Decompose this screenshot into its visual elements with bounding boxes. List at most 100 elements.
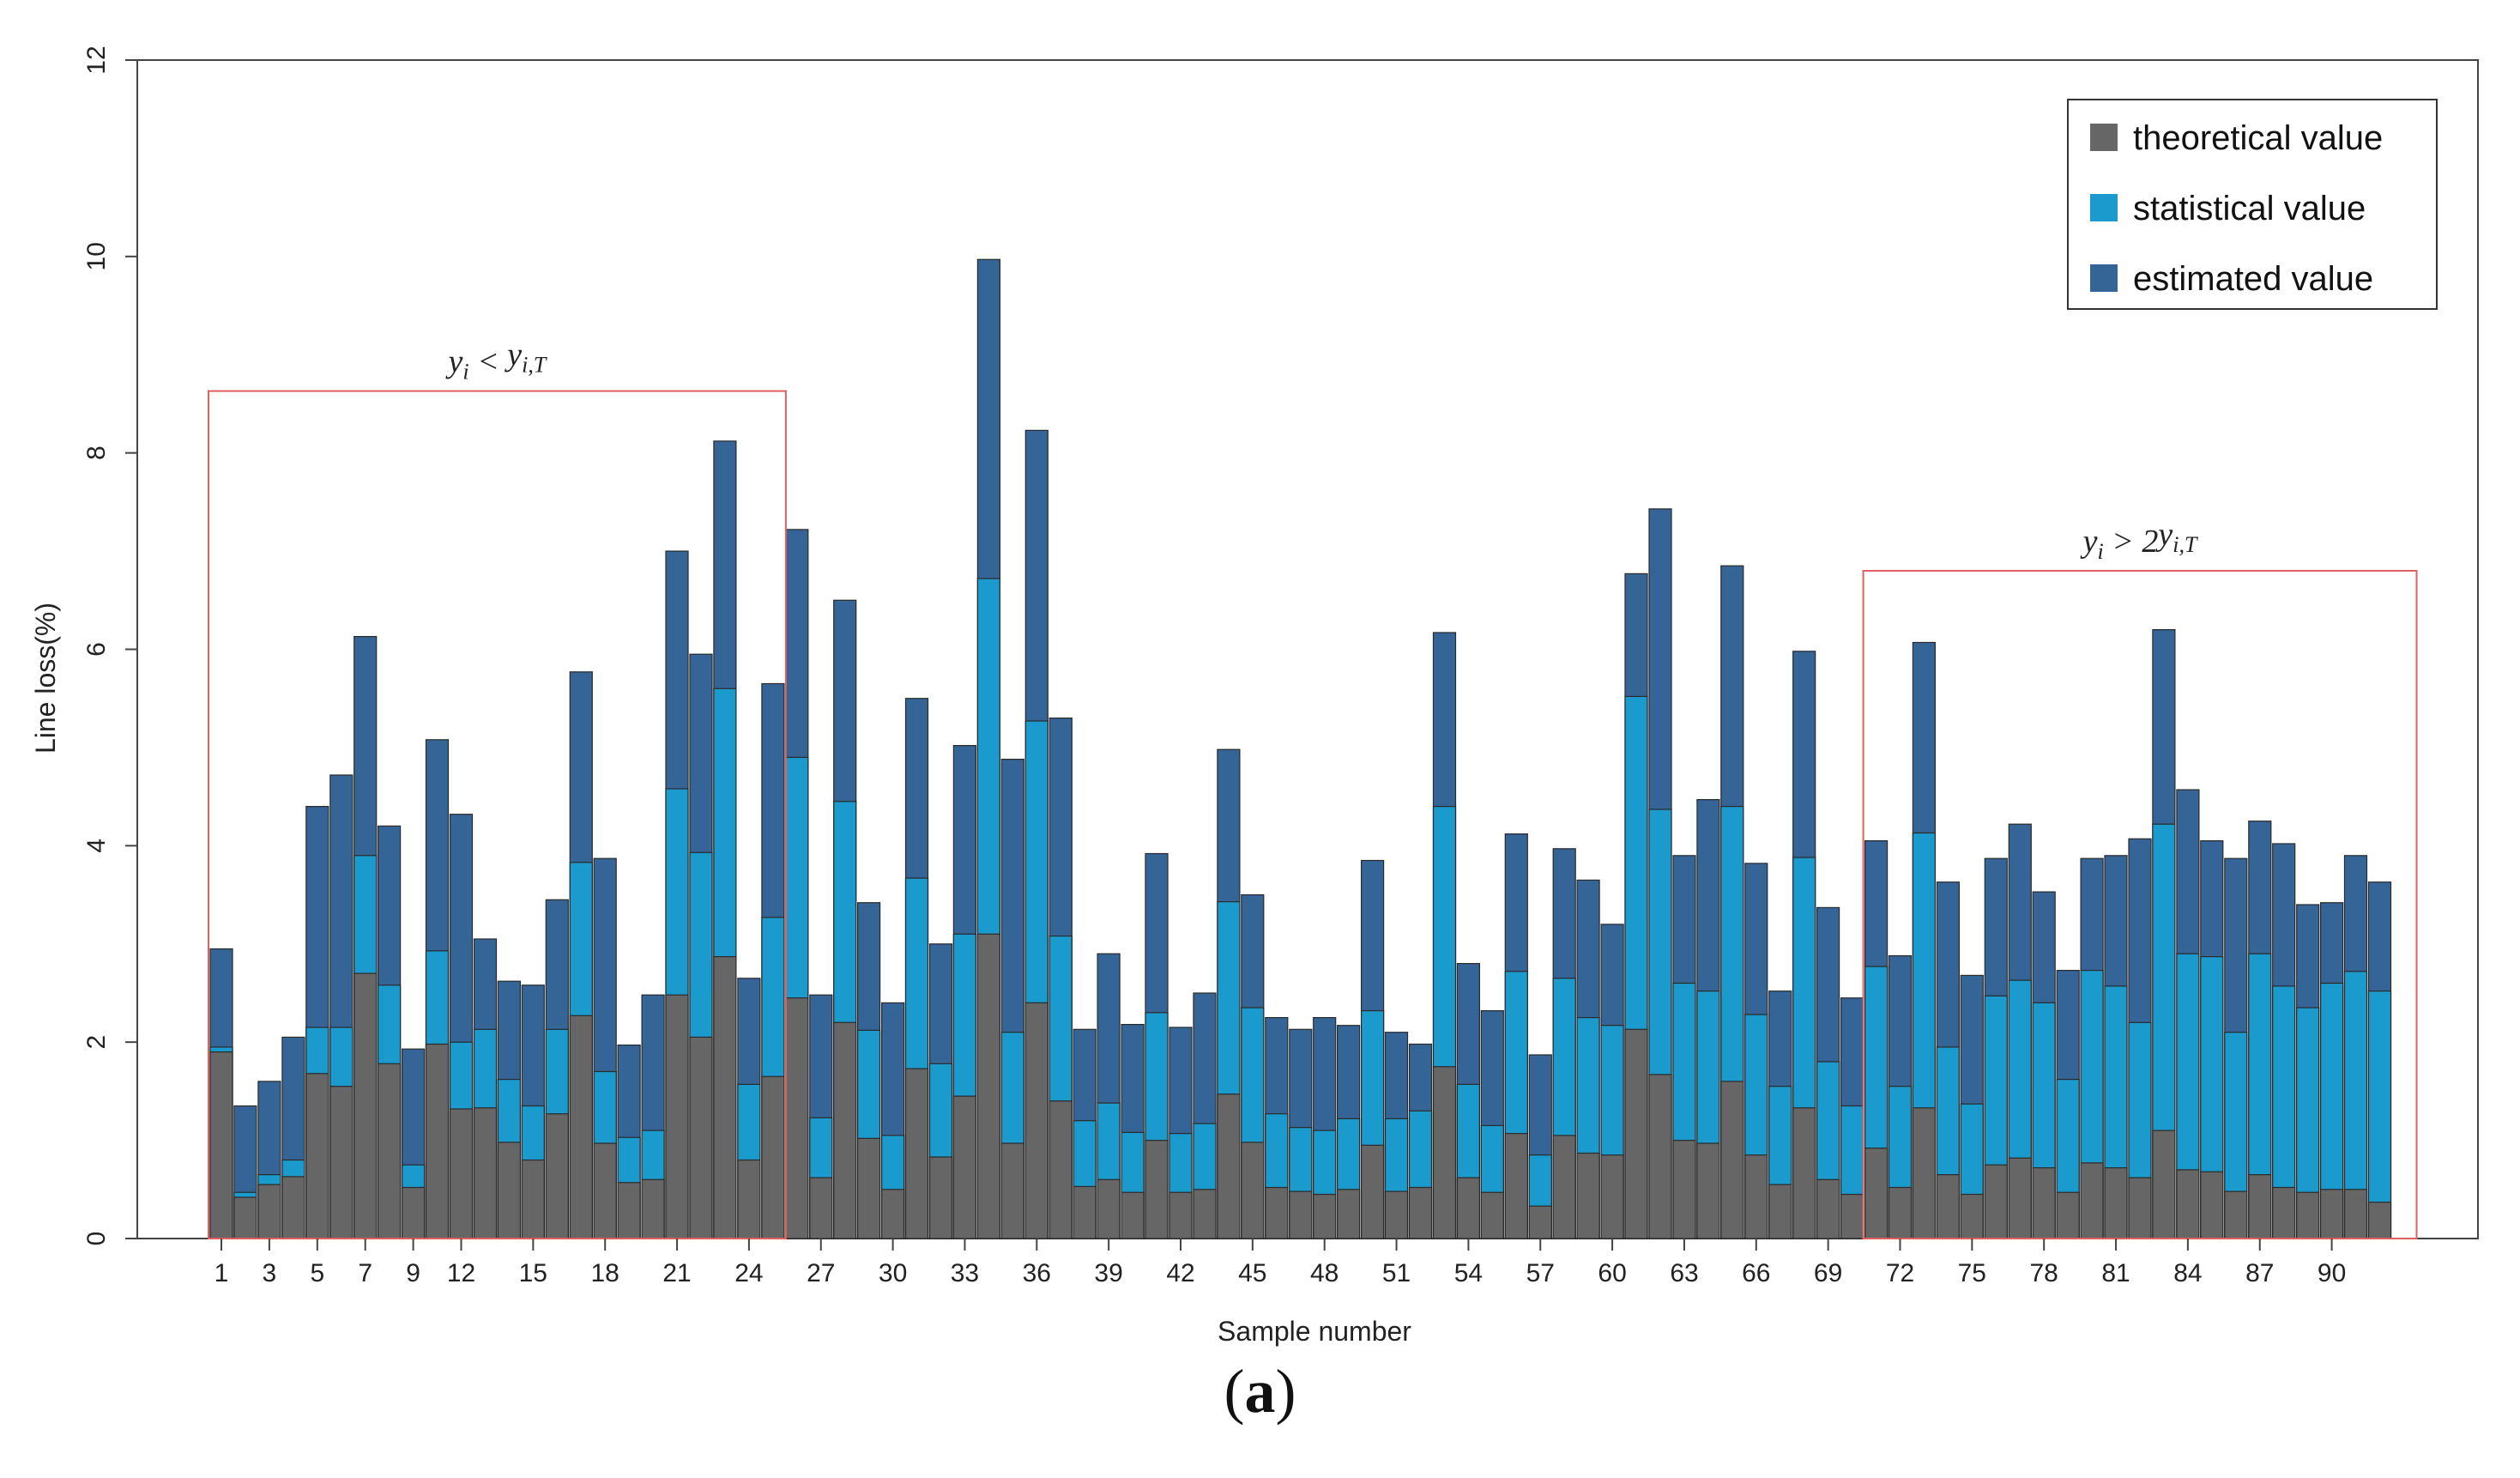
bar-group (425, 739, 450, 1239)
bar-group (880, 1002, 905, 1239)
annotation-label: yi < yi,T (444, 337, 547, 385)
bar-theoretical (2367, 1202, 2392, 1239)
bar-group (1145, 852, 1169, 1239)
bar-group (1097, 953, 1121, 1239)
bar-group (665, 550, 689, 1239)
bar-theoretical (473, 1107, 498, 1239)
x-tick-label: 27 (807, 1259, 835, 1287)
bar-group (1121, 1023, 1145, 1239)
x-tick-label: 30 (879, 1259, 907, 1287)
bar-group (904, 698, 929, 1239)
bar-theoretical (737, 1159, 761, 1239)
bar-group (257, 1081, 281, 1239)
bar-theoretical (2152, 1130, 2176, 1239)
bar-group (1792, 651, 1816, 1239)
x-tick-label: 7 (358, 1259, 372, 1287)
x-tick-label: 1 (215, 1259, 229, 1287)
x-tick-label: 45 (1238, 1259, 1266, 1287)
bar-theoretical (2343, 1189, 2368, 1239)
bar-group (2128, 838, 2152, 1239)
bar-theoretical (1720, 1081, 1744, 1239)
bar-theoretical (1313, 1193, 1337, 1239)
caption-open-paren: ( (1224, 1357, 1245, 1426)
bar-theoretical (569, 1015, 593, 1239)
x-tick-label: 72 (1886, 1259, 1914, 1287)
legend-swatch-statistical (2090, 194, 2118, 221)
bar-group (1744, 863, 1768, 1239)
bar-theoretical (2104, 1166, 2128, 1239)
bar-group (449, 814, 474, 1239)
bar-theoretical (1408, 1186, 1433, 1239)
bar-group (1696, 798, 1720, 1239)
bar-group (1672, 855, 1696, 1239)
bar-group (1960, 974, 1984, 1239)
bar-group (2032, 891, 2056, 1239)
bar-theoretical (1121, 1191, 1145, 1239)
bar-theoretical (1744, 1154, 1768, 1239)
bar-group (329, 774, 354, 1239)
bar-group (233, 1105, 257, 1239)
annotations: yi < yi,T yi > 2yi,T (208, 337, 2418, 1240)
bar-group (1912, 641, 1936, 1239)
bar-group (1936, 881, 1960, 1239)
bar-theoretical (1241, 1142, 1265, 1239)
bar-theoretical (665, 994, 689, 1239)
bar-group (2272, 843, 2296, 1239)
legend-box (2067, 99, 2438, 310)
bar-group (2320, 902, 2344, 1239)
x-tick-label: 48 (1310, 1259, 1339, 1287)
bar-theoretical (689, 1036, 713, 1239)
bar-theoretical (2128, 1177, 2152, 1239)
bar-group (1768, 990, 1792, 1239)
bar-group (1504, 833, 1528, 1239)
bar-group (785, 529, 809, 1239)
bar-theoretical (2176, 1169, 2200, 1239)
bar-theoretical (257, 1184, 281, 1239)
bar-theoretical (1145, 1139, 1169, 1239)
bar-theoretical (354, 972, 378, 1239)
bar-theoretical (1696, 1142, 1720, 1239)
bar-theoretical (2320, 1189, 2344, 1239)
bar-theoretical (402, 1186, 426, 1239)
bar-theoretical (1648, 1074, 1672, 1239)
bar-group (2176, 789, 2200, 1239)
bar-group (1289, 1028, 1313, 1239)
y-axis-title: Line loss(%) (30, 603, 61, 754)
bar-group (497, 980, 522, 1239)
legend-label-theoretical: theoretical value (2133, 119, 2383, 157)
bar-theoretical (497, 1142, 522, 1239)
bar-theoretical (641, 1178, 665, 1239)
bar-group (1169, 1027, 1193, 1239)
bar-theoretical (1169, 1191, 1193, 1239)
y-tick-label: 8 (82, 445, 111, 460)
bar-group (1360, 859, 1385, 1239)
bar-group (2152, 628, 2176, 1239)
bar-theoretical (1624, 1028, 1648, 1239)
caption-close-paren: ) (1275, 1357, 1296, 1426)
legend-swatch-estimated (2090, 264, 2118, 292)
x-tick-label: 36 (1023, 1259, 1051, 1287)
bar-group (1864, 839, 1888, 1239)
bar-theoretical (2224, 1190, 2248, 1239)
bar-theoretical (2032, 1166, 2056, 1239)
x-tick-label: 9 (406, 1259, 420, 1287)
bar-theoretical (761, 1075, 785, 1239)
bar-group (1408, 1043, 1433, 1239)
bar-theoretical (1864, 1148, 1888, 1239)
bar-group (1024, 429, 1048, 1239)
y-tick-label: 12 (82, 45, 111, 74)
bar-group (641, 994, 665, 1239)
legend-label-statistical: statistical value (2133, 190, 2366, 227)
bar-theoretical (1097, 1178, 1121, 1239)
bar-theoretical (1073, 1185, 1097, 1239)
bar-theoretical (713, 955, 737, 1239)
bar-theoretical (1960, 1193, 1984, 1239)
bar-group (354, 635, 378, 1239)
x-tick-label: 66 (1742, 1259, 1770, 1287)
legend: theoretical value statistical value estima… (2067, 99, 2438, 310)
bar-group (1217, 748, 1241, 1239)
y-tick-label: 10 (82, 242, 111, 270)
x-tick-label: 90 (2318, 1259, 2346, 1287)
bar-theoretical (1336, 1189, 1361, 1239)
bar-group (952, 744, 977, 1239)
